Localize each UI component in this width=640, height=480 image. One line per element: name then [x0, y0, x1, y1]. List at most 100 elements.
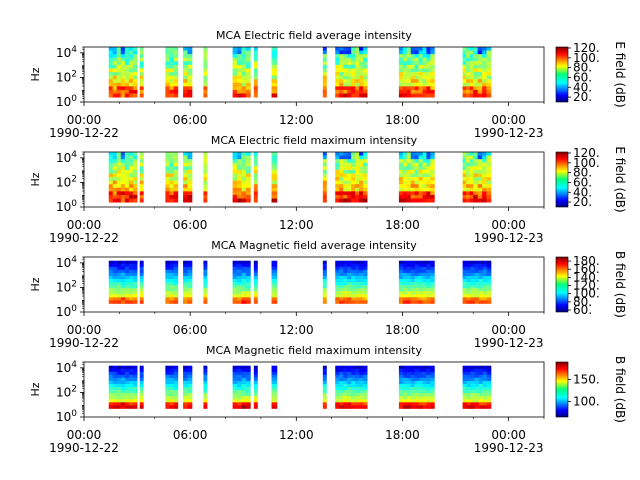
heatmap-cell	[462, 93, 467, 98]
heatmap-cell	[173, 162, 179, 167]
colorbar	[555, 256, 569, 313]
heatmap-cell	[351, 82, 356, 87]
heatmap-cell	[363, 390, 368, 394]
heatmap-cell	[418, 57, 423, 62]
heatmap-cell	[322, 50, 327, 55]
heatmap-cell	[169, 365, 175, 370]
heatmap-cell	[477, 162, 483, 167]
heatmap-cell	[414, 297, 419, 301]
heatmap-cell	[339, 68, 344, 73]
heatmap-cell	[469, 82, 474, 87]
heatmap-cell	[187, 377, 193, 382]
heatmap-cell	[469, 86, 474, 91]
heatmap-cell	[462, 297, 468, 301]
heatmap-cell	[462, 155, 467, 160]
heatmap-cell	[241, 275, 247, 280]
heatmap-cell	[335, 266, 340, 271]
heatmap-cell	[418, 64, 423, 69]
heatmap-cell	[406, 297, 412, 301]
heatmap-cell	[462, 191, 467, 196]
heatmap-cell	[241, 50, 247, 55]
heatmap-cell	[271, 377, 278, 382]
heatmap-cell	[398, 152, 404, 156]
heatmap-cell	[422, 72, 427, 77]
heatmap-cell	[359, 275, 364, 280]
heatmap-cell	[169, 390, 175, 394]
heatmap-cell	[410, 159, 416, 164]
heatmap-cell	[418, 61, 423, 66]
heatmap-cell	[124, 72, 130, 77]
heatmap-cell	[462, 89, 467, 94]
heatmap-cell	[173, 291, 179, 295]
heatmap-cell	[473, 187, 479, 192]
heatmap-cell	[139, 82, 144, 87]
heatmap-cell	[406, 399, 412, 403]
heatmap-cell	[462, 405, 468, 409]
heatmap-cell	[482, 291, 488, 295]
heatmap-cell	[128, 177, 134, 182]
heatmap-cell	[173, 371, 179, 376]
heatmap-cell	[486, 297, 492, 301]
heatmap-cell	[322, 272, 327, 277]
heatmap-cell	[241, 180, 247, 185]
heatmap-cell	[241, 86, 247, 91]
heatmap-cell	[402, 68, 408, 73]
heatmap-cell	[462, 260, 468, 265]
heatmap-cell	[359, 162, 364, 167]
heatmap-cell	[351, 396, 356, 400]
heatmap-cell	[173, 263, 179, 268]
panel-title: MCA Magnetic field maximum intensity	[206, 344, 422, 357]
heatmap-cell	[133, 50, 138, 55]
heatmap-cell	[173, 266, 179, 271]
heatmap-cell	[183, 297, 188, 301]
heatmap-cell	[133, 61, 138, 66]
heatmap-cell	[363, 61, 368, 66]
heatmap-cell	[478, 269, 484, 274]
heatmap-cell	[112, 390, 118, 394]
heatmap-cell	[359, 57, 364, 62]
heatmap-cell	[410, 282, 416, 286]
heatmap-cell	[241, 68, 247, 73]
heatmap-cell	[237, 47, 242, 51]
heatmap-cell	[241, 159, 247, 164]
heatmap-cell	[183, 396, 188, 400]
heatmap-cell	[108, 79, 114, 84]
heatmap-cell	[108, 184, 114, 189]
heatmap-cell	[363, 86, 368, 91]
heatmap-cell	[418, 393, 423, 397]
heatmap-cell	[462, 279, 468, 283]
spectrogram	[108, 365, 492, 409]
heatmap-cell	[124, 155, 130, 160]
heatmap-cell	[363, 198, 368, 203]
heatmap-cell	[322, 275, 327, 280]
heatmap-cell	[410, 377, 416, 382]
heatmap-cell	[414, 152, 419, 156]
heatmap-cell	[355, 79, 360, 84]
heatmap-cell	[237, 159, 242, 164]
heatmap-cell	[173, 50, 179, 55]
heatmap-cell	[322, 279, 327, 283]
heatmap-cell	[271, 390, 278, 394]
heatmap-cell	[165, 61, 170, 66]
heatmap-cell	[108, 371, 114, 376]
heatmap-cell	[363, 191, 368, 196]
heatmap-cell	[363, 405, 368, 409]
heatmap-cell	[355, 377, 360, 382]
heatmap-cell	[478, 399, 484, 403]
heatmap-cell	[398, 272, 404, 277]
heatmap-cell	[477, 72, 483, 77]
x-tick-label: 06:00	[173, 323, 208, 337]
heatmap-cell	[128, 191, 134, 196]
heatmap-cell	[183, 390, 188, 394]
heatmap-cell	[232, 384, 238, 388]
heatmap-cell	[169, 266, 175, 271]
heatmap-cell	[187, 198, 193, 203]
heatmap-cell	[271, 282, 278, 286]
heatmap-cell	[253, 405, 258, 409]
heatmap-cell	[169, 393, 175, 397]
heatmap-cell	[406, 272, 412, 277]
heatmap-cell	[469, 177, 474, 182]
x-tick-label: 12:00	[279, 323, 314, 337]
heatmap-cell	[183, 275, 188, 280]
heatmap-cell	[469, 191, 474, 196]
